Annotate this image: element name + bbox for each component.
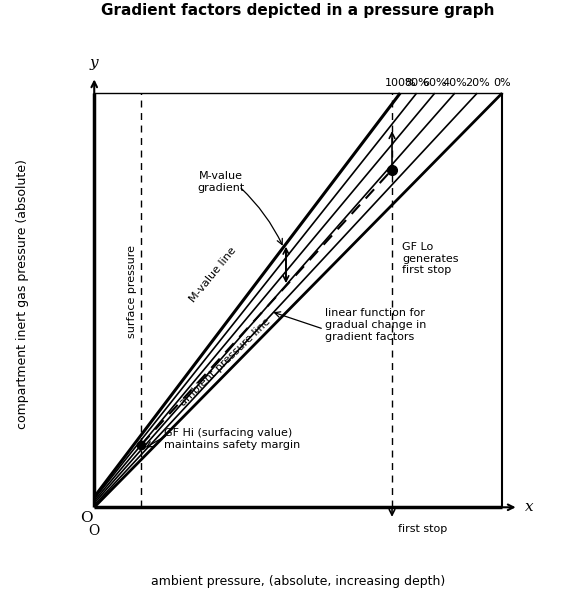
Text: x: x <box>525 500 533 514</box>
Text: ambient pressure line: ambient pressure line <box>178 316 272 408</box>
Text: 80%: 80% <box>404 78 429 88</box>
Text: y: y <box>90 56 99 70</box>
Text: Gradient factors depicted in a pressure graph: Gradient factors depicted in a pressure … <box>102 3 495 18</box>
Text: ambient pressure, (absolute, increasing depth): ambient pressure, (absolute, increasing … <box>151 575 445 588</box>
Text: surface pressure: surface pressure <box>127 245 137 338</box>
Text: 40%: 40% <box>442 78 467 88</box>
Text: first stop: first stop <box>398 524 448 534</box>
Text: 60%: 60% <box>423 78 447 88</box>
Text: O: O <box>89 524 100 538</box>
Text: linear function for
gradual change in
gradient factors: linear function for gradual change in gr… <box>325 308 426 341</box>
Text: 20%: 20% <box>465 78 490 88</box>
Text: GF Hi (surfacing value)
maintains safety margin: GF Hi (surfacing value) maintains safety… <box>164 428 300 450</box>
Text: O: O <box>80 511 93 524</box>
Text: 100%: 100% <box>385 78 416 88</box>
Text: 0%: 0% <box>494 78 511 88</box>
Text: compartment inert gas pressure (absolute): compartment inert gas pressure (absolute… <box>16 159 29 429</box>
Text: GF Lo
generates
first stop: GF Lo generates first stop <box>402 242 459 275</box>
Text: M-value
gradient: M-value gradient <box>197 172 244 193</box>
Text: M-value line: M-value line <box>187 245 238 304</box>
